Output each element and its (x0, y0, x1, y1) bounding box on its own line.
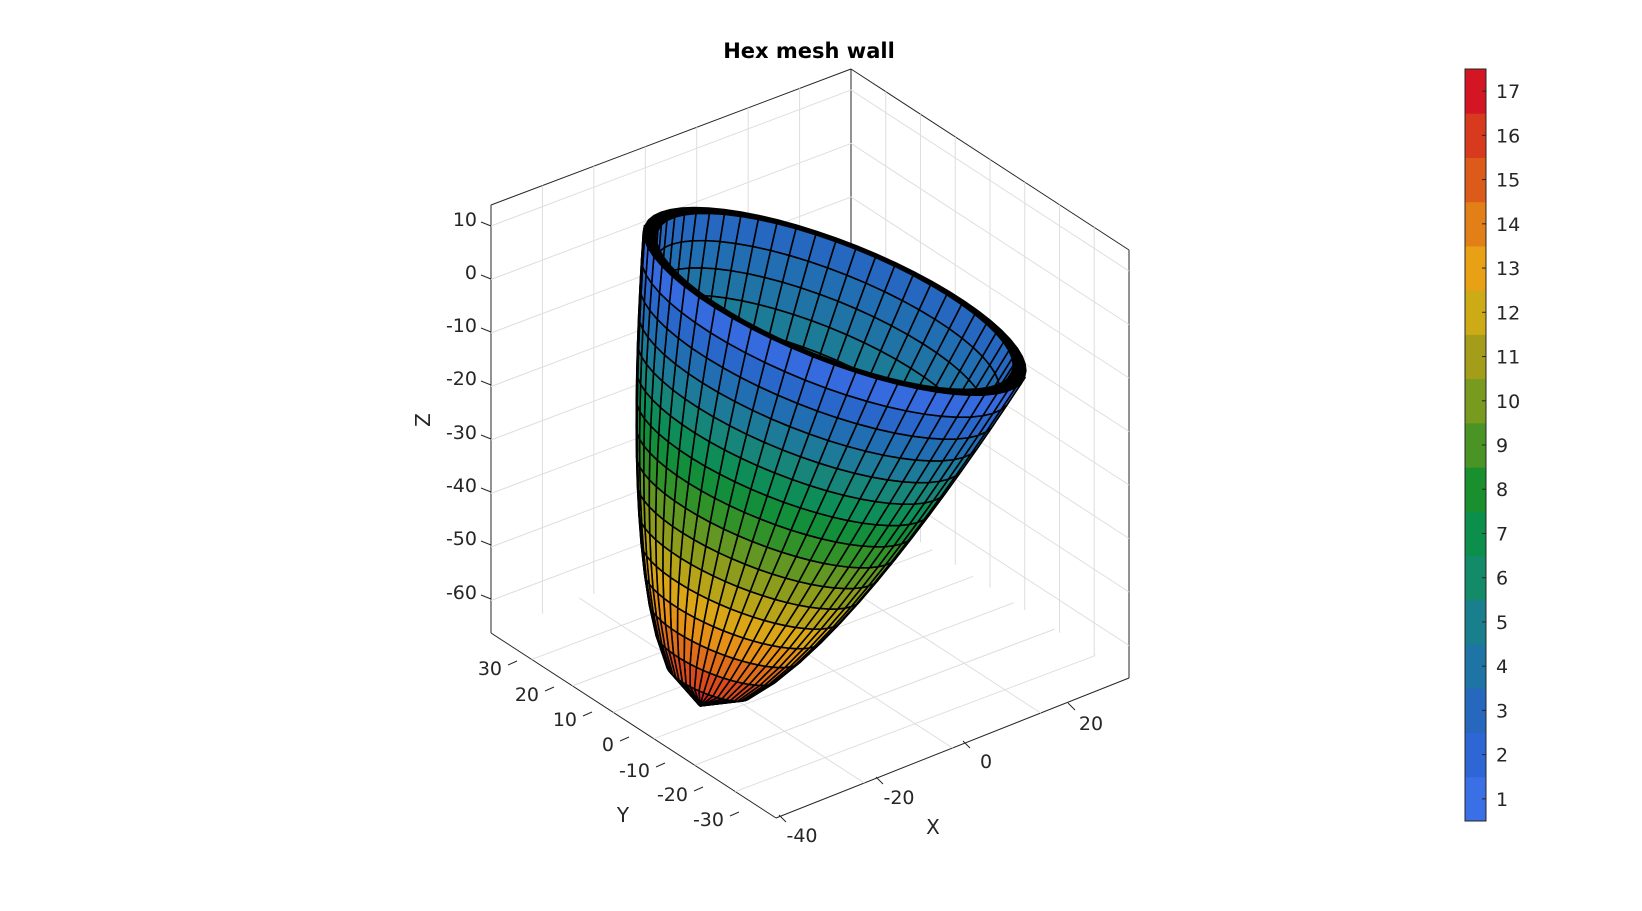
colorbar-segment (1465, 776, 1486, 822)
z-tick-mark (480, 487, 492, 493)
y-tick-label: 0 (602, 734, 614, 756)
colorbar-tick-label: 15 (1496, 170, 1520, 192)
y-tick-label: -10 (619, 760, 650, 782)
x-tick-mark (1067, 702, 1076, 711)
colorbar-segment (1465, 511, 1486, 557)
mesh-surface (635, 206, 1027, 707)
colorbar-segment (1465, 290, 1486, 335)
y-axis-label: Y (616, 803, 630, 827)
y-tick-label: 10 (553, 709, 577, 731)
colorbar-tick-label: 16 (1496, 125, 1520, 147)
grid-line (490, 142, 1130, 325)
colorbar-segment (1465, 467, 1486, 512)
y-tick-label: -20 (657, 784, 688, 806)
x-tick-mark (962, 740, 971, 749)
x-tick-mark (778, 814, 787, 823)
colorbar-tick-label: 3 (1496, 700, 1508, 722)
colorbar-tick-label: 11 (1496, 347, 1520, 369)
z-tick-label: -10 (446, 315, 477, 337)
axes-edge (490, 632, 777, 819)
x-tick-label: 0 (980, 751, 992, 773)
z-tick-mark (480, 540, 492, 546)
grid-line (490, 89, 1130, 272)
colorbar-tick-label: 7 (1496, 523, 1508, 545)
y-tick-mark (619, 736, 630, 742)
colorbar-segment (1465, 599, 1486, 645)
x-tick-label: -20 (883, 787, 914, 809)
colorbar-segment (1465, 378, 1486, 424)
colorbar-segment (1465, 113, 1486, 158)
colorbar-tick-label: 5 (1496, 612, 1508, 634)
z-tick-label: -50 (446, 528, 477, 550)
z-axis-label: Z (411, 413, 435, 427)
z-tick-label: -30 (446, 422, 477, 444)
y-tick-mark (655, 762, 666, 768)
x-tick-label: 20 (1079, 713, 1103, 735)
y-tick-label: 20 (515, 684, 539, 706)
colorbar-segment (1465, 555, 1486, 601)
colorbar-tick-label: 9 (1496, 435, 1508, 457)
y-tick-mark (693, 786, 704, 792)
colorbar-segment (1465, 245, 1486, 291)
mesh-face (689, 662, 698, 691)
colorbar-tick-label: 13 (1496, 258, 1520, 280)
colorbar-tick-label: 1 (1496, 789, 1508, 811)
colorbar-tick-label: 10 (1496, 391, 1520, 413)
y-tick-label: 30 (478, 658, 502, 680)
y-tick-mark (582, 711, 593, 717)
colorbar-segment (1465, 69, 1486, 114)
z-tick-mark (480, 434, 492, 440)
z-tick-label: -60 (446, 582, 477, 604)
axes-edge (490, 68, 852, 206)
x-tick-label: -40 (786, 825, 817, 847)
colorbar-segment (1465, 201, 1486, 247)
colorbar-segment (1465, 334, 1486, 380)
y-tick-label: -30 (693, 809, 724, 831)
z-tick-label: 10 (453, 209, 477, 231)
z-tick-mark (480, 274, 492, 280)
z-tick-label: 0 (465, 262, 477, 284)
colorbar: 17 16 15 14 13 12 11 10 9 8 7 6 5 4 3 2 1 (1464, 68, 1520, 822)
colorbar-tick-label: 12 (1496, 302, 1520, 324)
colorbar-tick-label: 6 (1496, 568, 1508, 590)
y-tick-mark (507, 660, 518, 666)
colorbar-tick-label: 8 (1496, 479, 1508, 501)
y-tick-mark (729, 811, 740, 817)
colorbar-tick-label: 17 (1496, 81, 1520, 103)
z-tick-mark (480, 594, 492, 600)
chart-title: Hex mesh wall (723, 39, 895, 63)
x-tick-mark (875, 776, 884, 785)
z-tick-label: -20 (446, 368, 477, 390)
axis-ticks: 100-10-20-30-40-50-603020100-10-20-30-40… (446, 209, 1103, 847)
colorbar-segment (1465, 688, 1486, 734)
colorbar-segment (1465, 157, 1486, 203)
colorbar-segment (1465, 422, 1486, 468)
colorbar-segment (1465, 732, 1486, 778)
z-tick-label: -40 (446, 475, 477, 497)
y-tick-mark (544, 686, 555, 692)
z-tick-mark (480, 221, 492, 227)
z-tick-mark (480, 327, 492, 333)
z-tick-mark (480, 380, 492, 386)
colorbar-tick-label: 14 (1496, 214, 1520, 236)
colorbar-segment (1465, 644, 1486, 689)
colorbar-tick-label: 4 (1496, 656, 1508, 678)
x-axis-label: X (926, 815, 940, 839)
grid-line (490, 196, 1130, 379)
colorbar-tick-label: 2 (1496, 745, 1508, 767)
